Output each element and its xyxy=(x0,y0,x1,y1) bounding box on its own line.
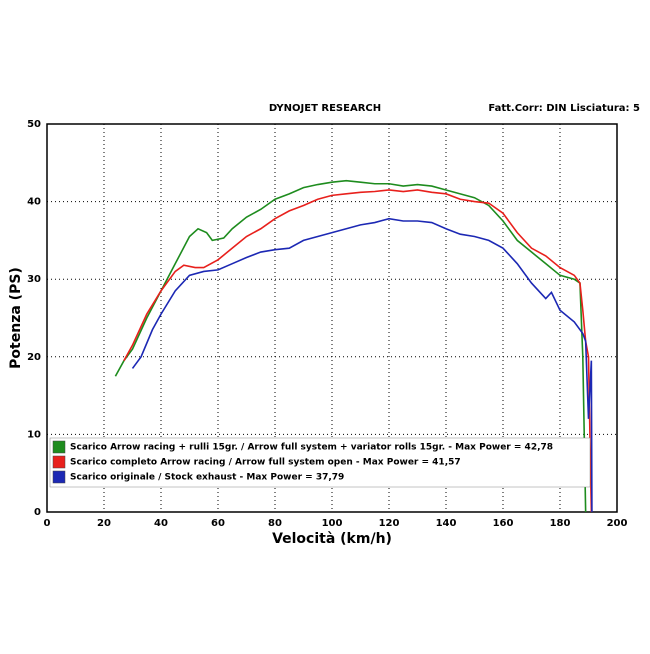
x-tick-label: 60 xyxy=(211,518,225,529)
y-tick-label: 50 xyxy=(27,119,41,130)
x-tick-label: 20 xyxy=(97,518,111,529)
y-tick-label: 20 xyxy=(27,352,41,363)
x-tick-label: 80 xyxy=(268,518,282,529)
data-line xyxy=(123,189,593,513)
x-tick-label: 0 xyxy=(44,518,51,529)
y-tick-label: 10 xyxy=(27,429,41,440)
x-tick-label: 180 xyxy=(550,518,571,529)
y-tick-label: 0 xyxy=(34,507,41,518)
data-line xyxy=(114,179,587,513)
x-tick-label: 200 xyxy=(607,518,628,529)
legend-label: Scarico originale / Stock exhaust - Max … xyxy=(70,473,344,483)
legend-swatch xyxy=(52,440,66,454)
legend-swatch xyxy=(52,470,66,484)
chart-subtitle: Fatt.Corr: DIN Lisciatura: 5 xyxy=(488,103,640,114)
legend-label: Scarico Arrow racing + rulli 15gr. / Arr… xyxy=(70,443,553,453)
legend-box xyxy=(49,437,591,488)
x-tick-label: 100 xyxy=(322,518,343,529)
x-axis-label: Velocità (km/h) xyxy=(272,531,392,547)
legend-swatch xyxy=(52,455,66,469)
y-tick-label: 30 xyxy=(27,274,41,285)
x-tick-label: 160 xyxy=(493,518,514,529)
data-line xyxy=(131,217,593,513)
legend-label: Scarico completo Arrow racing / Arrow fu… xyxy=(70,458,461,468)
y-tick-label: 40 xyxy=(27,197,41,208)
chart-title: DYNOJET RESEARCH xyxy=(269,103,381,114)
y-axis-label: Potenza (PS) xyxy=(8,267,24,369)
x-tick-label: 120 xyxy=(379,518,400,529)
x-tick-label: 40 xyxy=(154,518,168,529)
x-tick-label: 140 xyxy=(436,518,457,529)
